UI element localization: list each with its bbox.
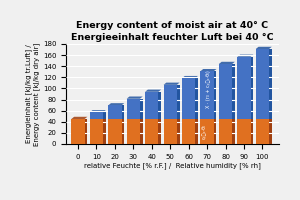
Bar	[108, 105, 122, 119]
Polygon shape	[256, 47, 272, 49]
Bar	[164, 85, 177, 119]
Bar	[237, 119, 250, 144]
Bar	[200, 119, 214, 144]
Title: Energy content of moist air at 40° C
Energieeinhalt feuchter Luft bei 40 °C: Energy content of moist air at 40° C Ene…	[71, 21, 274, 42]
Polygon shape	[71, 117, 87, 119]
Bar	[145, 92, 158, 119]
Y-axis label: Energieinhalt [kJ/kg tr.Luft] /
Energy content [kJ/kg dry air]: Energieinhalt [kJ/kg tr.Luft] / Energy c…	[26, 42, 40, 146]
Bar	[127, 119, 140, 144]
Polygon shape	[182, 76, 198, 78]
Polygon shape	[90, 110, 106, 112]
Text: cₚ₝ₓ·θₗ: cₚ₝ₓ·θₗ	[201, 124, 206, 139]
Bar	[182, 119, 195, 144]
Bar	[219, 119, 232, 144]
Polygon shape	[108, 103, 124, 105]
Bar	[90, 112, 103, 119]
Polygon shape	[145, 90, 161, 92]
Bar	[108, 119, 122, 144]
Bar	[182, 78, 195, 119]
Bar	[127, 99, 140, 119]
X-axis label: relative Feuchte [% r.F.] /  Relative humidity [% rh]: relative Feuchte [% r.F.] / Relative hum…	[84, 162, 261, 169]
Text: X · (r₀ + cₚ₝ₓ·θₗ): X · (r₀ + cₚ₝ₓ·θₗ)	[206, 71, 211, 108]
Polygon shape	[200, 69, 217, 71]
Polygon shape	[127, 97, 143, 99]
Bar	[237, 57, 250, 119]
Polygon shape	[237, 55, 254, 57]
Polygon shape	[219, 62, 235, 64]
Bar	[256, 119, 269, 144]
Bar	[219, 64, 232, 119]
Bar	[71, 119, 85, 144]
Bar	[256, 49, 269, 119]
Bar	[145, 119, 158, 144]
Polygon shape	[164, 83, 180, 85]
Bar	[90, 119, 103, 144]
Bar	[200, 71, 214, 119]
Bar	[164, 119, 177, 144]
